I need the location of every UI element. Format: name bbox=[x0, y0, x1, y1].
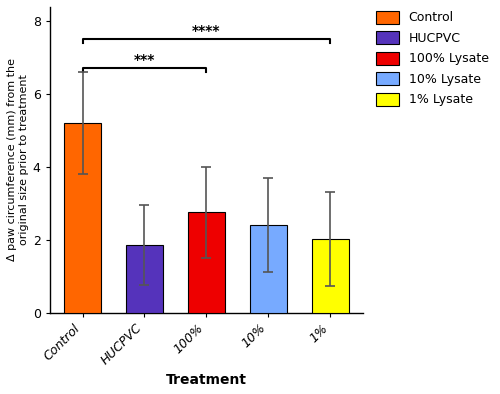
Bar bbox=[188, 212, 225, 312]
Bar bbox=[126, 245, 163, 312]
Y-axis label: Δ paw circumference (mm) from the
original size prior to treatment: Δ paw circumference (mm) from the origin… bbox=[7, 58, 28, 261]
Legend: Control, HUCPVC, 100% Lysate, 10% Lysate, 1% Lysate: Control, HUCPVC, 100% Lysate, 10% Lysate… bbox=[372, 7, 492, 110]
Bar bbox=[250, 225, 287, 312]
Text: ****: **** bbox=[192, 24, 220, 38]
Text: ***: *** bbox=[134, 53, 155, 67]
Bar bbox=[312, 239, 348, 312]
Bar bbox=[64, 123, 101, 312]
X-axis label: Treatment: Treatment bbox=[166, 373, 247, 387]
